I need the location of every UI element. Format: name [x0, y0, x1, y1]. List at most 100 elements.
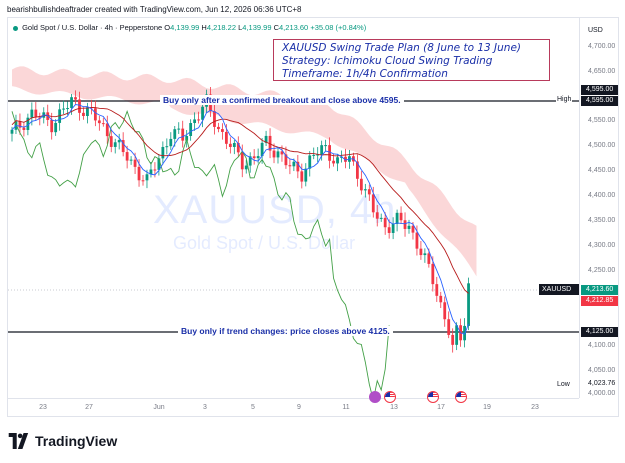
candle-body[interactable]: [213, 111, 216, 127]
candle-body[interactable]: [34, 109, 38, 118]
candle-body[interactable]: [50, 119, 54, 133]
candle-body[interactable]: [427, 253, 431, 264]
candle-body[interactable]: [240, 152, 244, 170]
candle-body[interactable]: [328, 145, 331, 161]
candle-body[interactable]: [435, 284, 439, 296]
candle-body[interactable]: [387, 227, 391, 233]
candle-body[interactable]: [161, 146, 165, 159]
candle-body[interactable]: [467, 283, 470, 326]
breakout-price-tag[interactable]: 4,595.00: [581, 85, 618, 95]
candle-body[interactable]: [30, 109, 34, 118]
candle-body[interactable]: [431, 263, 435, 285]
candle-body[interactable]: [391, 223, 395, 233]
tradingview-footer[interactable]: TradingView: [8, 433, 117, 449]
candle-body[interactable]: [288, 165, 292, 167]
candle-body[interactable]: [272, 150, 276, 158]
candle-body[interactable]: [197, 119, 200, 121]
candle-body[interactable]: [268, 135, 272, 151]
candle-body[interactable]: [411, 225, 415, 233]
candle-body[interactable]: [70, 97, 73, 109]
us-flag-event-icon[interactable]: [384, 391, 396, 403]
currency-label[interactable]: USD: [588, 27, 603, 34]
candle-body[interactable]: [221, 129, 224, 132]
candle-body[interactable]: [101, 123, 105, 125]
candle-body[interactable]: [10, 129, 14, 134]
candle-body[interactable]: [344, 156, 347, 162]
candle-body[interactable]: [320, 145, 324, 155]
candle-body[interactable]: [193, 119, 197, 124]
chart-pane[interactable]: XAUUSD, 4h Gold Spot / U.S. Dollar Gold …: [7, 17, 619, 417]
candle-body[interactable]: [153, 169, 157, 171]
candle-body[interactable]: [54, 122, 58, 133]
candle-body[interactable]: [129, 159, 133, 161]
candle-body[interactable]: [125, 152, 129, 161]
candle-body[interactable]: [375, 212, 379, 219]
candle-body[interactable]: [169, 138, 173, 147]
candle-body[interactable]: [439, 295, 443, 303]
candle-body[interactable]: [264, 135, 268, 143]
trade-plan-note[interactable]: XAUUSD Swing Trade Plan (8 June to 13 Ju…: [273, 39, 550, 81]
candle-body[interactable]: [165, 146, 169, 148]
candle-body[interactable]: [97, 120, 101, 124]
candle-body[interactable]: [145, 174, 149, 181]
candle-body[interactable]: [451, 334, 455, 345]
candle-body[interactable]: [332, 160, 335, 164]
candle-body[interactable]: [367, 189, 371, 195]
candle-body[interactable]: [383, 217, 387, 228]
candle-body[interactable]: [22, 127, 26, 130]
candle-body[interactable]: [244, 165, 248, 170]
candle-body[interactable]: [149, 169, 153, 175]
candle-body[interactable]: [189, 123, 193, 136]
candle-body[interactable]: [423, 253, 427, 256]
candle-body[interactable]: [109, 136, 113, 147]
candles[interactable]: [10, 86, 470, 353]
us-flag-event-icon[interactable]: [455, 391, 467, 403]
candle-body[interactable]: [217, 126, 220, 130]
candle-body[interactable]: [371, 194, 375, 213]
candle-body[interactable]: [137, 166, 141, 181]
candle-body[interactable]: [336, 157, 339, 164]
candle-body[interactable]: [300, 171, 304, 182]
candle-body[interactable]: [117, 140, 121, 143]
trend-change-price-tag[interactable]: 4,125.00: [581, 327, 618, 337]
candle-body[interactable]: [82, 112, 85, 117]
candle-body[interactable]: [232, 142, 236, 147]
time-axis[interactable]: 23 27 Jun 3 5 9 11 13 17 19 23: [8, 398, 579, 416]
candle-body[interactable]: [308, 155, 312, 169]
candle-body[interactable]: [455, 325, 459, 345]
candle-body[interactable]: [248, 156, 252, 166]
candle-body[interactable]: [379, 217, 383, 219]
candle-body[interactable]: [399, 212, 403, 221]
candle-body[interactable]: [324, 145, 328, 147]
candle-body[interactable]: [363, 189, 367, 191]
candle-body[interactable]: [355, 161, 359, 179]
candle-body[interactable]: [419, 248, 423, 256]
candle-body[interactable]: [157, 158, 161, 170]
price-axis[interactable]: USD 4,700.00 4,650.00 4,550.00 4,500.00 …: [579, 18, 618, 398]
candle-body[interactable]: [177, 128, 181, 130]
candle-body[interactable]: [141, 180, 145, 182]
candle-body[interactable]: [256, 156, 260, 159]
candle-body[interactable]: [133, 159, 137, 167]
candle-body[interactable]: [447, 319, 451, 335]
candle-body[interactable]: [93, 108, 97, 121]
candle-body[interactable]: [173, 129, 177, 139]
candle-body[interactable]: [340, 156, 343, 158]
candle-body[interactable]: [415, 232, 419, 249]
candle-body[interactable]: [181, 128, 185, 141]
candle-body[interactable]: [105, 123, 109, 137]
candle-body[interactable]: [252, 156, 256, 159]
breakout-level-label[interactable]: Buy only after a confirmed breakout and …: [160, 95, 404, 105]
candle-body[interactable]: [407, 225, 411, 229]
candle-body[interactable]: [78, 99, 81, 113]
candle-body[interactable]: [260, 142, 264, 157]
candle-body[interactable]: [121, 140, 125, 153]
candle-body[interactable]: [224, 131, 228, 144]
candle-body[interactable]: [74, 97, 77, 100]
candle-body[interactable]: [86, 107, 89, 117]
candle-body[interactable]: [236, 142, 240, 153]
candle-body[interactable]: [403, 220, 407, 229]
us-flag-event-icon[interactable]: [427, 391, 439, 403]
candle-body[interactable]: [66, 108, 69, 110]
candle-body[interactable]: [312, 154, 316, 156]
